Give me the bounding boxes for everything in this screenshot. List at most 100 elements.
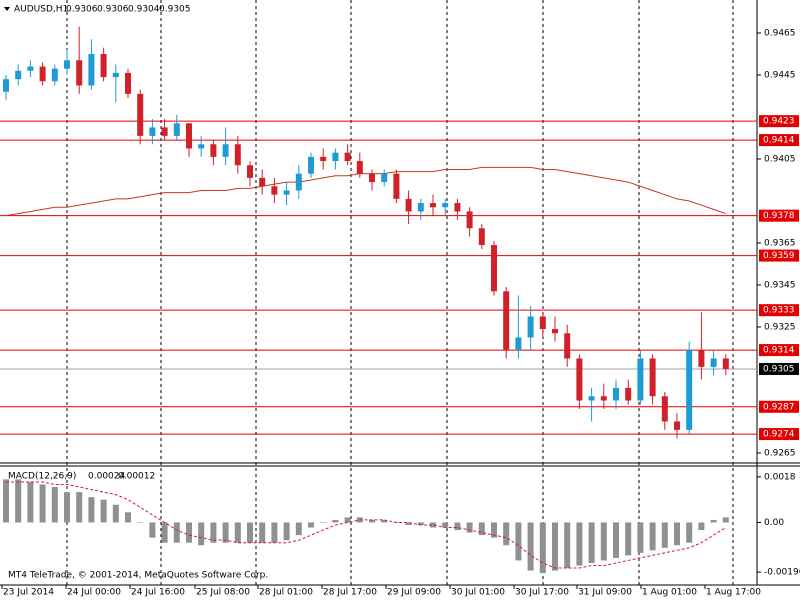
candle-body xyxy=(405,198,412,212)
macd-bar xyxy=(295,522,302,536)
candle-body xyxy=(137,93,144,136)
candle-body xyxy=(674,421,680,430)
level-label: 0.9414 xyxy=(763,136,795,146)
macd-bar xyxy=(698,522,705,531)
level-label-bg xyxy=(759,344,799,357)
macd-bar xyxy=(503,522,510,546)
macd-bar xyxy=(564,522,571,569)
candle-body xyxy=(515,337,522,351)
level-label: 0.9378 xyxy=(763,211,795,221)
candle-body xyxy=(564,333,571,359)
grid xyxy=(66,0,734,585)
x-tick-label: 1 Aug 17:00 xyxy=(706,588,761,598)
candle-body xyxy=(271,186,278,195)
macd-bar xyxy=(76,492,83,523)
macd-bar xyxy=(27,481,34,523)
macd-bar xyxy=(466,522,473,533)
macd-bar xyxy=(710,519,717,523)
x-tick-label: 31 Jul 09:00 xyxy=(578,588,632,598)
y-tick-label: 0.9265 xyxy=(764,448,796,458)
macd-bar xyxy=(3,479,9,523)
x-tick-label: 30 Jul 17:00 xyxy=(515,588,569,598)
candle-body xyxy=(722,358,729,369)
x-tick-label: 29 Jul 09:00 xyxy=(387,588,441,598)
macd-bar xyxy=(381,519,388,523)
candle-body xyxy=(186,123,192,149)
candle-body xyxy=(369,173,375,183)
level-label-bg xyxy=(759,304,799,317)
macd-bar xyxy=(722,517,729,523)
candle-body xyxy=(64,60,70,69)
macd-bar xyxy=(527,522,534,571)
y-tick-label: 0.9345 xyxy=(764,280,796,290)
x-tick-label: 28 Jul 01:00 xyxy=(259,588,313,598)
macd-bar xyxy=(552,522,558,571)
candle-body xyxy=(552,329,558,334)
macd-bar xyxy=(222,522,229,543)
candle-body xyxy=(234,144,241,166)
level-label: 0.9314 xyxy=(763,346,795,356)
y-tick-label: 0.9445 xyxy=(764,70,796,80)
header-high: 0.9306 xyxy=(97,5,129,15)
macd-bar xyxy=(39,484,46,523)
macd-bar xyxy=(320,522,327,523)
macd-bar xyxy=(112,504,119,523)
macd-bar xyxy=(64,492,70,523)
macd-bar xyxy=(661,522,668,548)
x-tick-label: 30 Jul 01:00 xyxy=(451,588,505,598)
candle-body xyxy=(210,144,217,157)
macd-bar xyxy=(637,522,644,553)
candle-body xyxy=(27,66,34,71)
macd-bar xyxy=(491,522,497,538)
x-tick-label: 25 Jul 08:00 xyxy=(196,588,250,598)
candle-body xyxy=(649,358,656,397)
y-tick-label: 0.9325 xyxy=(764,322,796,332)
macd-bar xyxy=(576,522,583,566)
header-low: 0.9304 xyxy=(128,5,160,15)
macd-bar xyxy=(613,522,619,558)
macd-bar xyxy=(344,517,351,523)
macd-bar xyxy=(173,522,180,543)
candle-body xyxy=(710,358,717,367)
macd-y-tick-label: 0.00 xyxy=(764,518,784,528)
macd-y-tick-label: -0.00196 xyxy=(764,568,800,578)
candle-body xyxy=(112,72,119,78)
y-tick-label: 0.9465 xyxy=(764,28,796,38)
macd-bar xyxy=(234,522,241,543)
y-tick-label: 0.9405 xyxy=(764,154,796,164)
macd-bar xyxy=(161,522,168,543)
candle-body xyxy=(173,123,180,136)
x-tick-label: 28 Jul 17:00 xyxy=(323,588,377,598)
level-label: 0.9359 xyxy=(763,251,795,261)
macd-main: 0.00024 xyxy=(88,472,125,482)
header-open: 0.9306 xyxy=(66,5,98,15)
level-label-bg xyxy=(759,115,799,128)
candle-body xyxy=(283,190,290,195)
macd-bar xyxy=(478,522,485,536)
macd-bar xyxy=(88,497,95,523)
macd-bar xyxy=(588,522,595,563)
candle-body xyxy=(320,156,327,162)
macd-bar xyxy=(674,522,680,546)
candle-body xyxy=(491,245,497,292)
menu-arrow[interactable] xyxy=(4,7,10,11)
candle-body xyxy=(39,66,46,82)
candle-body xyxy=(308,156,314,174)
macd-bar xyxy=(332,519,339,523)
candle-body xyxy=(295,173,302,191)
macd-bar xyxy=(186,522,192,543)
level-label: 0.9423 xyxy=(763,117,795,127)
candle-body xyxy=(88,53,95,86)
level-label: 0.9333 xyxy=(763,306,795,316)
macd-bar xyxy=(210,522,217,543)
candle-body xyxy=(478,228,485,246)
macd-y-tick-label: 0.0018 xyxy=(764,472,796,482)
x-tick-label: 24 Jul 16:00 xyxy=(131,588,185,598)
candle-body xyxy=(381,173,388,183)
x-tick-label: 24 Jul 00:00 xyxy=(67,588,121,598)
candle-body xyxy=(417,203,424,212)
header-close: 0.9305 xyxy=(159,5,191,15)
macd-bar xyxy=(137,522,144,523)
current-price-bg xyxy=(759,362,799,375)
